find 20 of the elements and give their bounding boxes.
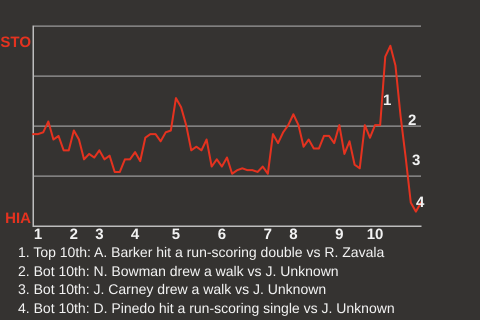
text: 2. Bot 10th: N. Bowman drew a walk vs J. Unknown [18, 262, 340, 280]
x-tick-label: 9 [335, 226, 344, 244]
x-tick-label: 10 [366, 226, 384, 244]
text: HIA [5, 210, 31, 227]
annotation: 4 [416, 194, 424, 211]
text: STO [0, 34, 31, 51]
x-tick-label: 8 [289, 226, 298, 244]
text: 4. Bot 10th: D. Pinedo hit a run-scoring single vs J. Unknown [18, 298, 395, 317]
x-tick-label: 4 [130, 226, 140, 244]
annotation: 1 [383, 92, 392, 109]
text: 3. Bot 10th: J. Carney drew a walk vs J. Unknown [18, 280, 328, 298]
annotation: 2 [408, 112, 416, 129]
x-tick-label: 6 [218, 226, 226, 244]
x-tick-label: 1 [34, 226, 42, 244]
annotation: 3 [412, 152, 420, 169]
x-tick-label: 7 [264, 226, 272, 244]
x-tick-label: 5 [172, 226, 180, 244]
x-tick-label: 3 [95, 226, 104, 244]
text: 1. Top 10th: A. Barker hit a run-scoring double vs R. Zavala [18, 243, 386, 262]
x-tick-label: 2 [70, 226, 78, 244]
